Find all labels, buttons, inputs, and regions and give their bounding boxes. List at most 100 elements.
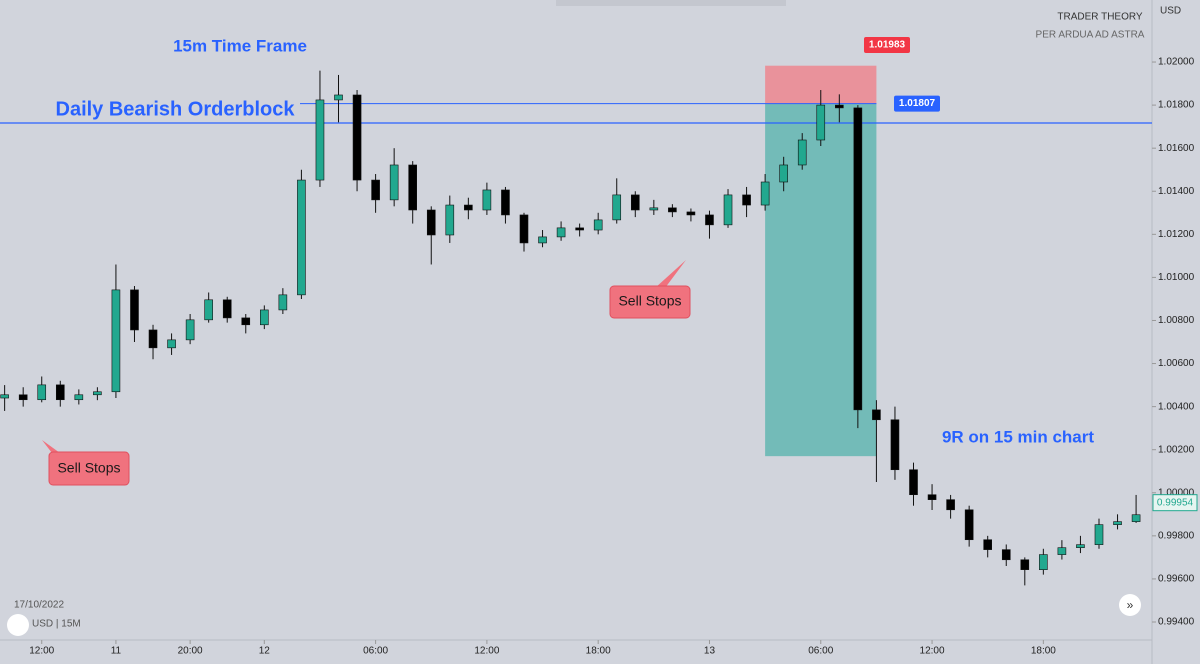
y-tick-label: 1.00200 — [1158, 444, 1195, 455]
candle-body — [983, 539, 993, 550]
x-tick-label: 20:00 — [178, 646, 203, 657]
y-tick-label: 1.01000 — [1158, 272, 1195, 283]
last-price-label: 0.99954 — [1157, 497, 1194, 508]
entry-label: 1.01807 — [899, 98, 936, 109]
candle-body — [352, 94, 362, 181]
timeframe-label: 15m Time Frame — [173, 36, 307, 55]
candle-body — [315, 99, 325, 181]
y-tick-label: 0.99800 — [1158, 530, 1195, 541]
candle-body — [74, 394, 84, 401]
entry-label-box — [894, 95, 940, 112]
x-tick-label: 06:00 — [363, 646, 388, 657]
candle-body — [408, 164, 418, 211]
result-label: 9R on 15 min chart — [942, 427, 1094, 446]
logo[interactable] — [7, 614, 29, 636]
candle-body — [260, 309, 269, 326]
candle-body — [222, 299, 232, 319]
candle-body — [0, 394, 9, 399]
y-tick-label: 1.00600 — [1158, 358, 1195, 369]
y-tick-label: 1.02000 — [1158, 57, 1195, 68]
candle-body — [241, 317, 251, 326]
candle-body — [556, 227, 566, 238]
candle-body — [519, 214, 529, 244]
x-tick-label: 18:00 — [586, 646, 611, 657]
scroll-button[interactable] — [1119, 594, 1141, 616]
stop-label-box — [864, 37, 910, 53]
candle-body — [742, 194, 751, 206]
candle-body — [148, 329, 158, 349]
candle-body — [278, 294, 288, 311]
candle-body — [18, 394, 28, 401]
candle-body — [797, 139, 807, 166]
x-tick-label: 18:00 — [1031, 646, 1056, 657]
candle-body — [464, 204, 473, 211]
candle-body — [909, 469, 918, 496]
candle-body — [686, 211, 696, 216]
brand: TRADER THEORY — [1057, 12, 1143, 23]
x-tick-label: 06:00 — [808, 646, 833, 657]
candle-body — [593, 219, 603, 231]
stop-label: 1.01983 — [869, 40, 906, 51]
candle-body — [1057, 547, 1067, 555]
candle-body — [835, 104, 844, 109]
orderblock-label: Daily Bearish Orderblock — [56, 98, 296, 120]
candle-body — [334, 94, 343, 101]
candle-body — [130, 289, 139, 331]
callout: Sell Stops — [42, 440, 130, 486]
callout: Sell Stops — [609, 260, 691, 319]
x-tick-label: 12:00 — [474, 646, 499, 657]
candle-body — [779, 164, 788, 183]
candle-body — [723, 194, 733, 226]
candle-body — [927, 494, 937, 500]
x-tick-label: 12:00 — [29, 646, 54, 657]
candle-body — [55, 384, 65, 401]
candle-body — [371, 179, 380, 201]
candle-body — [482, 189, 492, 211]
candle-body — [185, 319, 195, 341]
candle-body — [705, 214, 714, 226]
candle-body — [1039, 554, 1048, 570]
candle-body — [612, 194, 622, 221]
top-tab — [556, 0, 786, 6]
x-tick-label: 12:00 — [920, 646, 945, 657]
candle-body — [426, 209, 436, 236]
candle-body — [890, 419, 900, 471]
candle-body — [1001, 549, 1011, 561]
plot: 1.02000 1.01800 1.01600 1.01400 1.01200 1.010… — [0, 37, 1198, 657]
date-label: 17/10/2022 — [14, 600, 64, 611]
candle-body — [575, 227, 584, 231]
x-tick-label: 12 — [259, 646, 271, 657]
y-tick-label: 1.00800 — [1158, 315, 1195, 326]
y-tick-label: 1.00000 — [1158, 487, 1195, 498]
candle-body — [501, 189, 510, 216]
candle-body — [668, 207, 677, 213]
candle-body — [872, 409, 881, 421]
candle-body — [964, 509, 974, 541]
candle-body — [816, 104, 826, 141]
candle-body — [1076, 544, 1085, 548]
y-tick-label: 1.01400 — [1158, 186, 1195, 197]
candle-body — [111, 289, 121, 393]
y-tick-label: 0.99600 — [1158, 574, 1195, 585]
candle-body — [1131, 514, 1141, 522]
candle-body — [167, 339, 176, 349]
candle-body — [93, 391, 102, 396]
candle-body — [853, 107, 863, 411]
y-tick-label: 1.01200 — [1158, 229, 1195, 240]
last-price-box — [1152, 494, 1198, 512]
scroll-icon[interactable]: » — [1127, 598, 1134, 612]
y-tick-label: 1.00400 — [1158, 401, 1195, 412]
candle-body — [1113, 521, 1122, 525]
candle-body — [1020, 559, 1030, 570]
candle-body — [946, 499, 955, 511]
candle-body — [389, 164, 399, 201]
candle-body — [204, 299, 213, 321]
candle-body — [760, 181, 770, 206]
currency[interactable]: USD — [1160, 6, 1181, 17]
candle-body — [297, 179, 306, 296]
candle-body — [649, 207, 659, 211]
y-tick-label: 1.01800 — [1158, 100, 1195, 111]
x-tick-label: 11 — [111, 646, 122, 657]
